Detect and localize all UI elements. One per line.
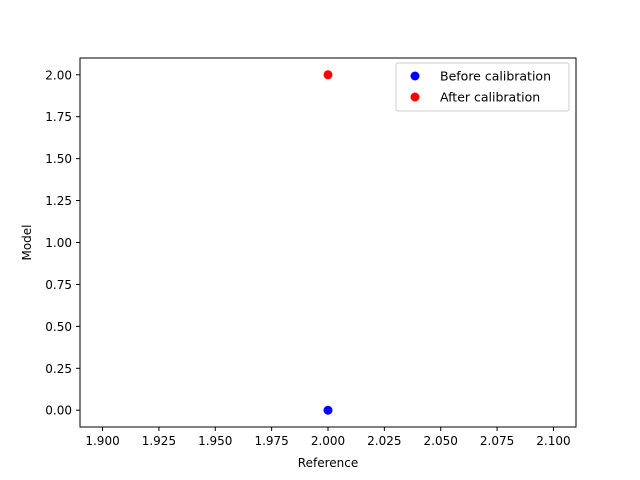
data-points (323, 70, 333, 415)
x-tick-label: 1.925 (142, 434, 176, 448)
x-tick-label: 1.900 (85, 434, 119, 448)
x-axis-ticks: 1.900 1.925 1.950 1.975 2.000 2.025 2.050 2.075… (85, 427, 571, 448)
legend-label-series-2: After calibration (440, 90, 540, 105)
y-tick-label: 0.25 (45, 362, 72, 376)
legend-label-series-1: Before calibration (440, 69, 551, 84)
y-tick-label: 1.50 (45, 152, 72, 166)
x-tick-label: 1.950 (198, 434, 232, 448)
y-tick-label: 1.75 (45, 110, 72, 124)
plot-area (80, 58, 576, 427)
x-tick-label: 2.100 (536, 434, 570, 448)
y-tick-label: 0.00 (45, 404, 72, 418)
legend-box (395, 62, 570, 112)
y-axis-label: Model (20, 224, 34, 260)
y-tick-label: 0.75 (45, 278, 72, 292)
x-tick-label: 2.075 (480, 434, 514, 448)
legend-marker-series-1 (410, 71, 420, 81)
x-tick-label: 2.025 (367, 434, 401, 448)
x-tick-label: 2.050 (424, 434, 458, 448)
y-tick-label: 0.50 (45, 320, 72, 334)
y-axis-ticks: 0.00 0.25 0.50 0.75 1.00 1.25 1.50 1.75 2.00 (45, 68, 80, 418)
legend-marker-series-2 (410, 92, 420, 102)
scatter-point-series-2 (323, 70, 333, 80)
x-axis-label: Reference (298, 456, 358, 470)
x-tick-label: 2.000 (311, 434, 345, 448)
y-tick-label: 1.25 (45, 194, 72, 208)
legend: Before calibration After calibration (395, 62, 570, 112)
y-tick-label: 1.00 (45, 236, 72, 250)
scatter-point-series-1 (323, 405, 333, 415)
plot-frame (79, 57, 577, 428)
y-tick-label: 2.00 (45, 68, 72, 82)
x-tick-label: 1.975 (254, 434, 288, 448)
